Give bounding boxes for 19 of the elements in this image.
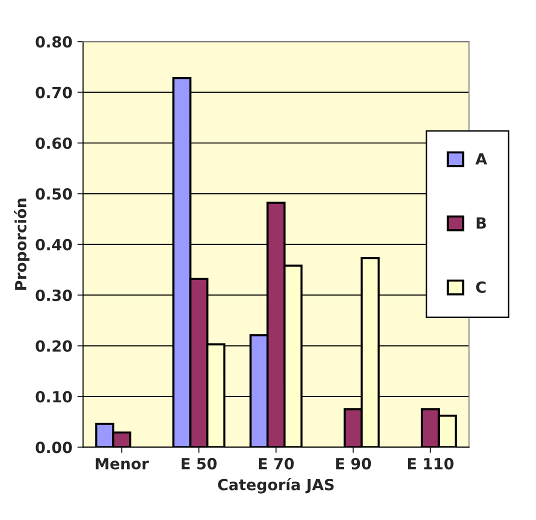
legend-label: C [476, 281, 486, 293]
x-tick-label: Menor [96, 458, 149, 470]
y-tick-label: 0.10 [36, 390, 72, 403]
y-axis-title: Proporción [14, 198, 30, 290]
y-tick-label: 0.70 [36, 86, 72, 98]
y-tick-label: 0.30 [36, 290, 72, 302]
x-axis-title: Categoría JAS [218, 478, 334, 494]
y-tick-label: 0.00 [36, 442, 72, 454]
x-tick-label: E 110 [408, 458, 454, 470]
y-tick-label: 0.20 [36, 340, 72, 352]
x-tick-label: E 50 [182, 458, 217, 470]
y-tick-label: 0.80 [36, 36, 72, 48]
y-tick-label: 0.60 [36, 137, 72, 150]
legend-label: B [476, 217, 486, 229]
y-tick-label: 0.50 [36, 188, 72, 200]
y-tick-label: 0.40 [36, 238, 72, 250]
legend-label: A [475, 153, 488, 164]
x-tick-label: E 70 [258, 458, 294, 470]
x-tick-label: E 90 [336, 458, 371, 470]
